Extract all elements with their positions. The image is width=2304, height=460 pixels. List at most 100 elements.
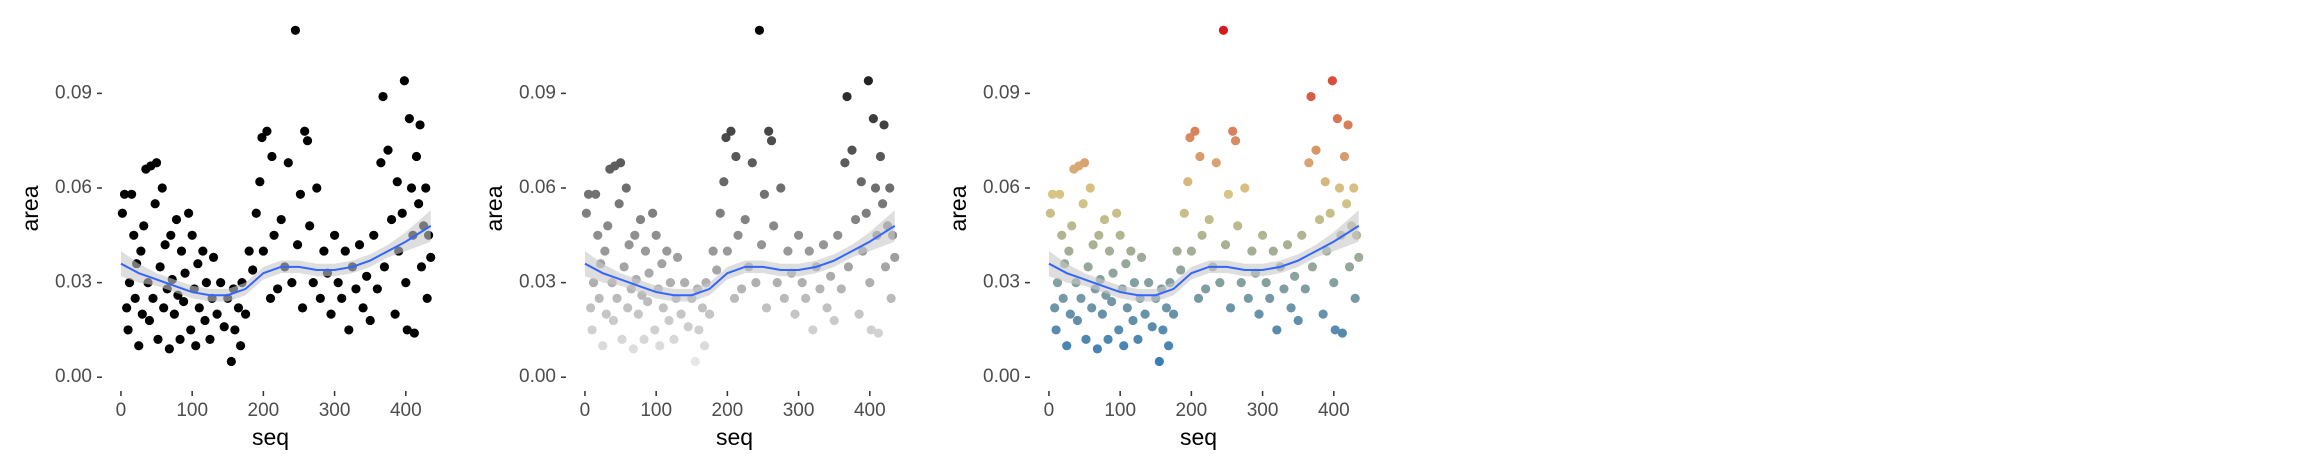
- point: [226, 356, 236, 367]
- point: [365, 315, 375, 326]
- point: [208, 252, 219, 262]
- point: [267, 151, 277, 162]
- point: [1136, 252, 1147, 262]
- point: [312, 183, 322, 193]
- point: [890, 252, 900, 262]
- point: [1327, 76, 1337, 86]
- point: [1314, 214, 1325, 225]
- point: [1307, 262, 1318, 272]
- point: [1318, 309, 1328, 319]
- point: [751, 278, 761, 288]
- point: [1195, 151, 1205, 162]
- point: [1062, 341, 1072, 351]
- point: [1052, 278, 1063, 288]
- point: [386, 214, 397, 225]
- point: [766, 136, 777, 146]
- point: [854, 309, 864, 319]
- point: [1121, 259, 1131, 269]
- point: [1051, 325, 1061, 335]
- point: [1201, 284, 1211, 294]
- point: [843, 262, 854, 272]
- y-tick-label: 0.03: [983, 272, 1020, 293]
- point: [337, 293, 347, 303]
- point: [283, 158, 293, 168]
- point: [302, 136, 313, 146]
- point: [776, 183, 786, 193]
- point: [344, 325, 354, 335]
- y-axis-title: area: [481, 185, 507, 231]
- point: [415, 120, 425, 130]
- point: [617, 334, 627, 344]
- point: [180, 268, 190, 278]
- point: [600, 246, 610, 256]
- point: [166, 230, 176, 240]
- point: [1193, 293, 1204, 303]
- point: [1176, 265, 1186, 275]
- point: [1122, 303, 1132, 313]
- x-tick-label: 400: [1318, 400, 1350, 421]
- point: [873, 328, 883, 338]
- point: [1268, 246, 1278, 256]
- point: [1233, 221, 1243, 231]
- point: [198, 246, 208, 256]
- point: [866, 325, 876, 335]
- point: [369, 230, 379, 240]
- point: [315, 293, 325, 303]
- point: [759, 189, 770, 199]
- point: [351, 284, 361, 294]
- point: [1329, 278, 1339, 288]
- point: [1108, 268, 1118, 278]
- point: [1204, 214, 1214, 225]
- x-tick-label: 300: [783, 400, 815, 421]
- point: [157, 183, 167, 193]
- point: [117, 208, 127, 218]
- point: [251, 208, 261, 218]
- point: [608, 315, 619, 326]
- point: [319, 246, 329, 256]
- point: [1088, 240, 1098, 250]
- point: [624, 240, 634, 250]
- point: [868, 114, 878, 124]
- point: [715, 208, 725, 218]
- point: [726, 126, 736, 136]
- point: [619, 262, 629, 272]
- point: [754, 25, 765, 35]
- point: [1114, 325, 1124, 335]
- x-tick-label: 100: [1104, 400, 1136, 421]
- point: [1330, 325, 1340, 335]
- point: [1183, 177, 1193, 187]
- point: [186, 325, 196, 335]
- point: [1197, 230, 1207, 240]
- point: [865, 278, 875, 288]
- x-tick-label: 200: [712, 400, 744, 421]
- point: [1279, 284, 1289, 294]
- point: [287, 278, 297, 288]
- point: [392, 177, 402, 187]
- point: [1058, 293, 1068, 303]
- point: [1243, 293, 1253, 303]
- point: [1218, 25, 1229, 35]
- point: [308, 278, 318, 288]
- point: [406, 183, 417, 193]
- y-tick-label: 0.00: [55, 366, 92, 387]
- point: [879, 120, 889, 130]
- point: [612, 293, 622, 303]
- panel: 0.00 0.03 0.06 0.09 0 100 200 300 400 seq area: [481, 25, 900, 450]
- x-tick-label: 100: [176, 400, 208, 421]
- point: [326, 309, 336, 319]
- point: [676, 309, 686, 319]
- point: [212, 309, 222, 319]
- x-axis-title: seq: [1180, 424, 1217, 450]
- point: [1104, 246, 1115, 256]
- x-tick-label: 200: [1176, 400, 1208, 421]
- point: [669, 334, 679, 344]
- point: [383, 145, 393, 155]
- point: [1129, 278, 1140, 288]
- point: [1079, 158, 1090, 168]
- point: [159, 303, 169, 313]
- point: [409, 328, 419, 338]
- confidence-band: [1048, 210, 1359, 302]
- point: [171, 214, 182, 225]
- point: [1332, 114, 1342, 124]
- point: [153, 334, 163, 344]
